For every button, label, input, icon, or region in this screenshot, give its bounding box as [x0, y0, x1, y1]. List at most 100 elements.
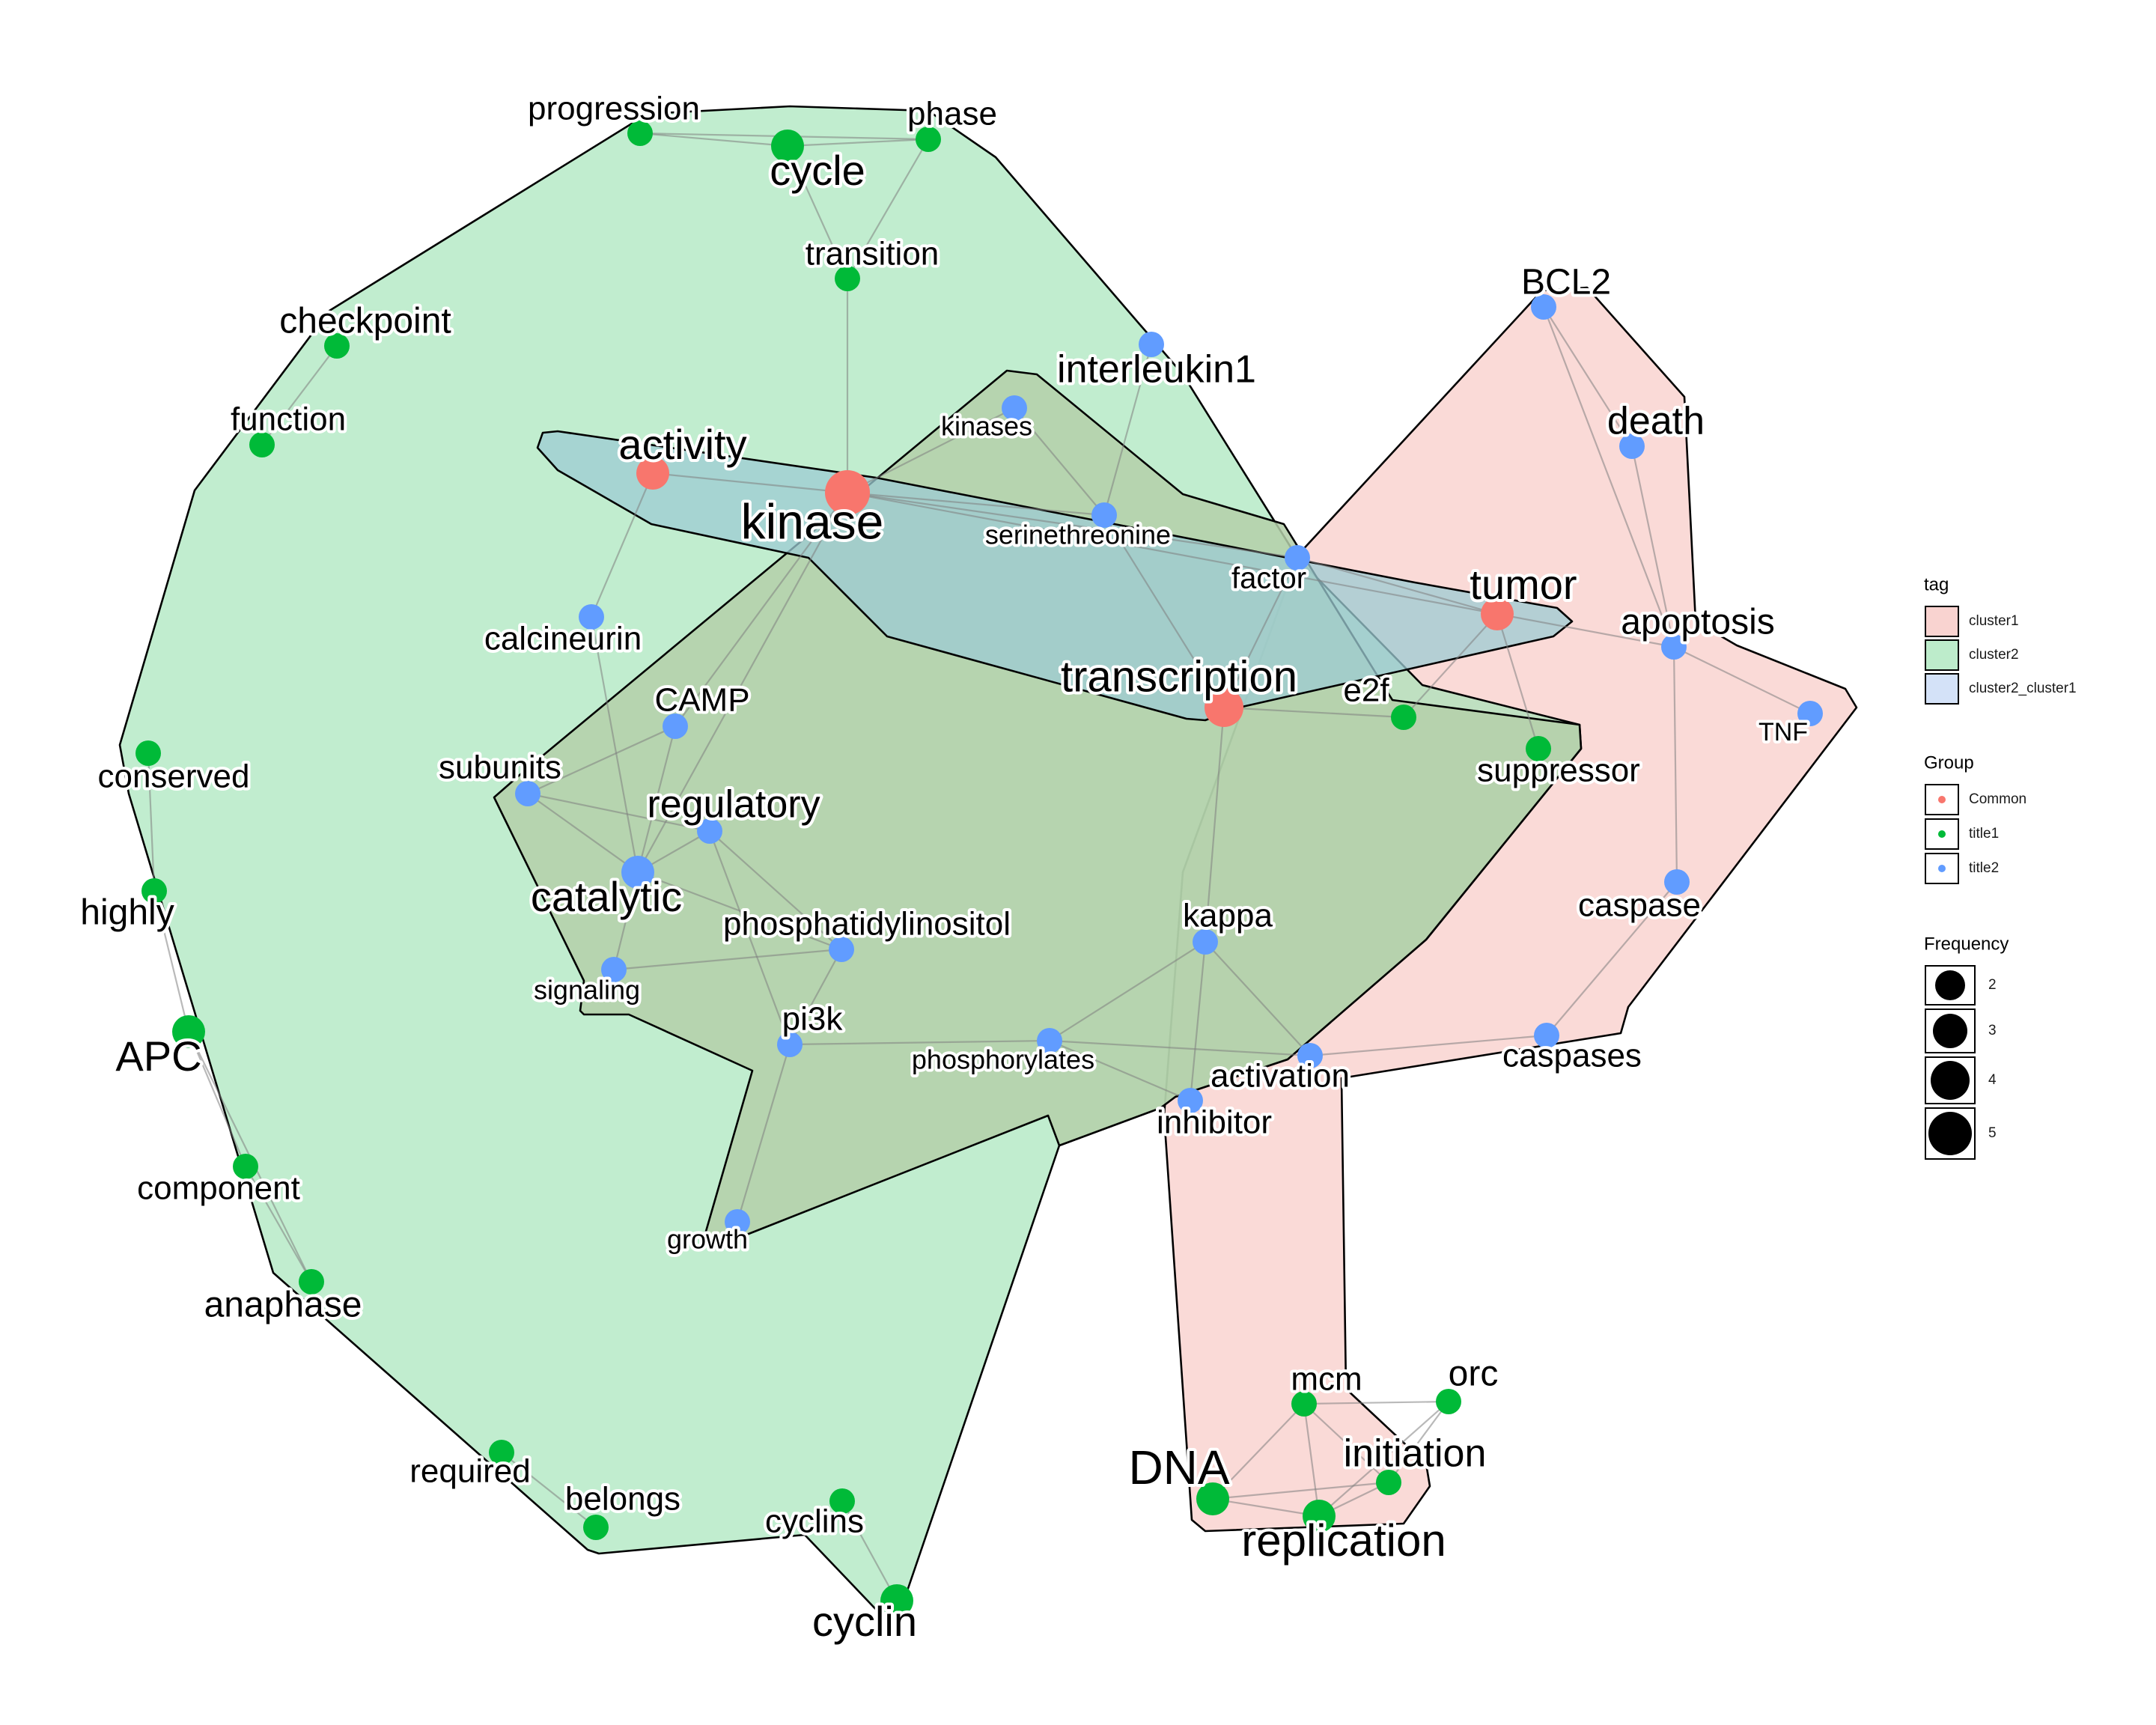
- node-activity[interactable]: [636, 457, 669, 490]
- node-signaling[interactable]: [601, 957, 627, 982]
- node-serinethreonine[interactable]: [1091, 502, 1117, 528]
- edge-kappa-inhibitor: [1189, 941, 1207, 1101]
- node-bcl2[interactable]: [1531, 294, 1556, 320]
- node-phosphorylates[interactable]: [1037, 1028, 1062, 1053]
- legend-swatch-cluster2: [1925, 639, 1959, 671]
- legend-dot-title1: [1938, 830, 1946, 838]
- node-interleukin1[interactable]: [1139, 332, 1164, 357]
- node-kinase[interactable]: [825, 470, 870, 515]
- node-transcription[interactable]: [1205, 688, 1243, 727]
- node-belongs[interactable]: [583, 1515, 609, 1540]
- node-death[interactable]: [1619, 433, 1645, 459]
- legend-swatch-cluster1: [1925, 606, 1959, 637]
- edge-camp-subunits: [527, 725, 676, 795]
- node-apc[interactable]: [172, 1015, 205, 1048]
- node-kinases[interactable]: [1002, 395, 1027, 421]
- node-label-function: function: [231, 401, 346, 438]
- legend-tag-title: tag: [1924, 574, 1949, 594]
- node-pi3k[interactable]: [777, 1032, 803, 1057]
- edge-progression-cycle: [639, 132, 788, 147]
- legend-label-title1: title1: [1969, 826, 1999, 842]
- node-label-pi3k: pi3k: [782, 1001, 844, 1038]
- node-label-phase: phase: [907, 96, 997, 133]
- node-label-death: death: [1607, 400, 1705, 443]
- node-transition[interactable]: [835, 266, 860, 291]
- node-kappa[interactable]: [1193, 929, 1218, 955]
- legend: tag cluster1 cluster2 cluster2_cluster1 …: [1924, 574, 2077, 1160]
- edge-mcm-orc: [1303, 1400, 1449, 1405]
- node-label-mcm: mcm: [1291, 1361, 1362, 1398]
- edge-activation-caspases: [1309, 1034, 1547, 1057]
- node-initiation[interactable]: [1376, 1470, 1401, 1495]
- node-label-e2f: e2f: [1343, 672, 1389, 709]
- label-layer: progression cycle phase transition checkpoin…: [77, 88, 1811, 1648]
- node-label-cyclin: cyclin: [812, 1598, 917, 1645]
- edge-phosphorylates-activation: [1049, 1039, 1311, 1057]
- node-label-checkpoint: checkpoint: [279, 302, 451, 341]
- node-checkpoint[interactable]: [324, 333, 350, 359]
- node-label-apoptosis: apoptosis: [1621, 603, 1774, 642]
- node-label-tumor: tumor: [1470, 561, 1577, 608]
- legend-label-cluster2-cluster1: cluster2_cluster1: [1969, 681, 2077, 696]
- node-calcineurin[interactable]: [579, 604, 604, 630]
- node-orc[interactable]: [1436, 1389, 1461, 1414]
- node-inhibitor[interactable]: [1178, 1088, 1203, 1113]
- node-label-suppressor: suppressor: [1477, 752, 1640, 789]
- node-phosphatidylinositol[interactable]: [829, 937, 854, 962]
- node-e2f[interactable]: [1391, 705, 1416, 730]
- node-component[interactable]: [233, 1154, 258, 1179]
- node-tnf[interactable]: [1797, 701, 1823, 726]
- node-dna[interactable]: [1196, 1482, 1229, 1515]
- edge-subunits-catalytic: [527, 793, 639, 873]
- edge-checkpoint-function: [261, 345, 338, 445]
- node-label-calcineurin: calcineurin: [484, 621, 642, 657]
- node-conserved[interactable]: [135, 740, 161, 766]
- edge-apc-component: [187, 1031, 247, 1167]
- node-cyclin[interactable]: [880, 1584, 913, 1617]
- node-layer: [135, 121, 1823, 1617]
- edge-layer: [147, 132, 1811, 1601]
- node-progression[interactable]: [627, 121, 653, 146]
- node-label-tnf: TNF: [1758, 718, 1808, 746]
- edge-kinase-serinethreonine: [847, 491, 1105, 517]
- legend-label-common: Common: [1969, 791, 2026, 807]
- node-caspase[interactable]: [1664, 869, 1690, 895]
- node-required[interactable]: [489, 1440, 514, 1465]
- node-label-camp: CAMP: [654, 682, 749, 719]
- node-camp[interactable]: [663, 714, 688, 739]
- edge-component-anaphase: [245, 1166, 312, 1283]
- node-function[interactable]: [249, 432, 275, 457]
- node-highly[interactable]: [141, 878, 167, 904]
- edge-activity-calcineurin: [590, 472, 654, 618]
- node-cycle[interactable]: [771, 130, 804, 162]
- edge-apoptosis-caspase: [1672, 646, 1678, 883]
- edge-bcl2-death: [1543, 306, 1633, 447]
- node-anaphase[interactable]: [299, 1269, 324, 1294]
- node-label-growth: growth: [667, 1224, 748, 1255]
- node-apoptosis[interactable]: [1661, 634, 1687, 660]
- node-factor[interactable]: [1285, 545, 1310, 571]
- node-subunits[interactable]: [515, 781, 540, 806]
- node-regulatory[interactable]: [697, 818, 722, 844]
- legend-dot-title2: [1938, 865, 1946, 872]
- edge-subunits-regulatory: [527, 792, 710, 833]
- node-growth[interactable]: [725, 1209, 750, 1235]
- legend-label-freq-3: 3: [1988, 1023, 1997, 1038]
- node-phase[interactable]: [916, 127, 941, 152]
- edge-phosphatidylinositol-pi3k: [789, 949, 842, 1045]
- node-mcm[interactable]: [1291, 1391, 1317, 1417]
- node-tumor[interactable]: [1481, 597, 1514, 630]
- node-cyclins[interactable]: [829, 1488, 855, 1514]
- node-caspases[interactable]: [1534, 1023, 1559, 1048]
- node-catalytic[interactable]: [621, 856, 654, 889]
- edge-conserved-highly: [147, 752, 156, 892]
- edge-tumor-e2f: [1403, 613, 1498, 718]
- edge-kinase-catalytic: [637, 492, 848, 873]
- node-suppressor[interactable]: [1526, 736, 1551, 761]
- node-replication[interactable]: [1303, 1500, 1336, 1533]
- node-label-kinase: kinase: [741, 493, 884, 549]
- edge-regulatory-phosphatidylinositol: [709, 830, 842, 950]
- node-label-subunits: subunits: [439, 749, 561, 786]
- node-activation[interactable]: [1297, 1043, 1323, 1068]
